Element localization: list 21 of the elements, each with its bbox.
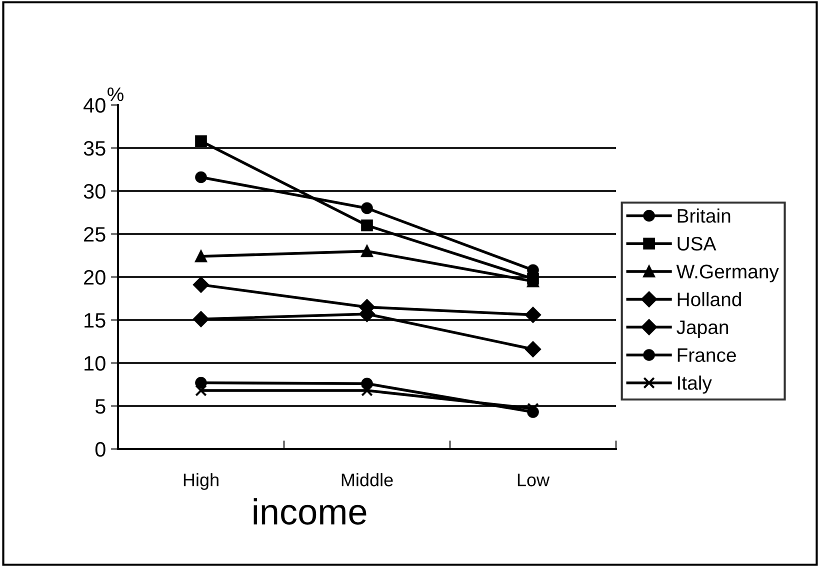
x-tick-label: Middle [342, 473, 393, 486]
legend-label: Italy [678, 376, 712, 394]
legend-label: France [678, 348, 736, 362]
legend-label: USA [678, 236, 716, 251]
x-tick-label: High [184, 473, 218, 490]
legend-label: Japan [676, 320, 728, 338]
y-tick-label: 15 [84, 313, 106, 328]
y-tick-label: 35 [84, 141, 106, 156]
y-tick-label: 30 [84, 184, 106, 199]
legend-label: Britain [678, 208, 730, 223]
y-tick-label: 5 [95, 399, 106, 414]
y-tick-label: 25 [84, 227, 106, 242]
legend-label: W.Germany [676, 264, 779, 282]
x-tick-label: Low [518, 474, 550, 486]
y-tick-label: 0 [95, 442, 106, 457]
y-tick-label: 20 [84, 270, 106, 285]
legend-label: Holland [678, 292, 741, 306]
y-tick-label: 10 [84, 356, 106, 371]
y-tick-label: 40 [84, 98, 106, 113]
x-axis-title: income [254, 498, 366, 525]
y-axis-title: % [108, 87, 124, 102]
